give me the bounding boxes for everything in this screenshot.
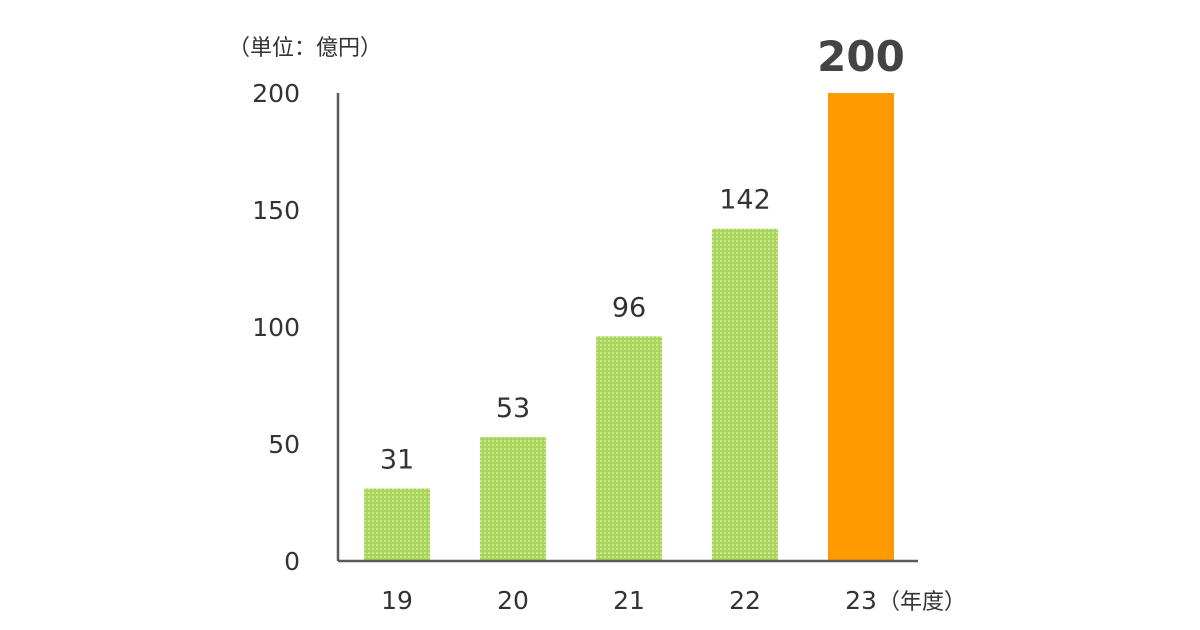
bars [364,93,894,561]
value-label-21: 96 [612,292,646,323]
y-tick-label: 150 [252,196,300,225]
y-tick-label: 100 [252,313,300,342]
x-tick-label-19: 19 [381,586,413,615]
bar-23 [828,93,894,561]
value-label-22: 142 [719,185,771,216]
value-label-20: 53 [496,393,530,424]
value-label-23: 200 [817,32,905,81]
y-axis-ticks: 0 50 100 150 200 [252,79,300,576]
x-axis-unit-label: （年度） [878,590,966,615]
y-tick-label: 50 [268,430,300,459]
y-axis-unit-label: （単位：億円） [228,36,382,61]
value-labels: 31 53 96 142 200 [380,32,905,475]
x-axis-ticks: 19 20 21 22 23 [381,586,877,615]
x-tick-label-22: 22 [729,586,761,615]
x-tick-label-23: 23 [845,586,877,615]
y-tick-label: 200 [252,79,300,108]
y-tick-label: 0 [284,547,300,576]
x-tick-label-20: 20 [497,586,529,615]
bar-22 [712,228,778,561]
bar-19 [364,488,430,561]
value-label-19: 31 [380,444,414,475]
bar-20 [480,436,546,561]
x-tick-label-21: 21 [613,586,645,615]
bar-21 [596,336,662,561]
